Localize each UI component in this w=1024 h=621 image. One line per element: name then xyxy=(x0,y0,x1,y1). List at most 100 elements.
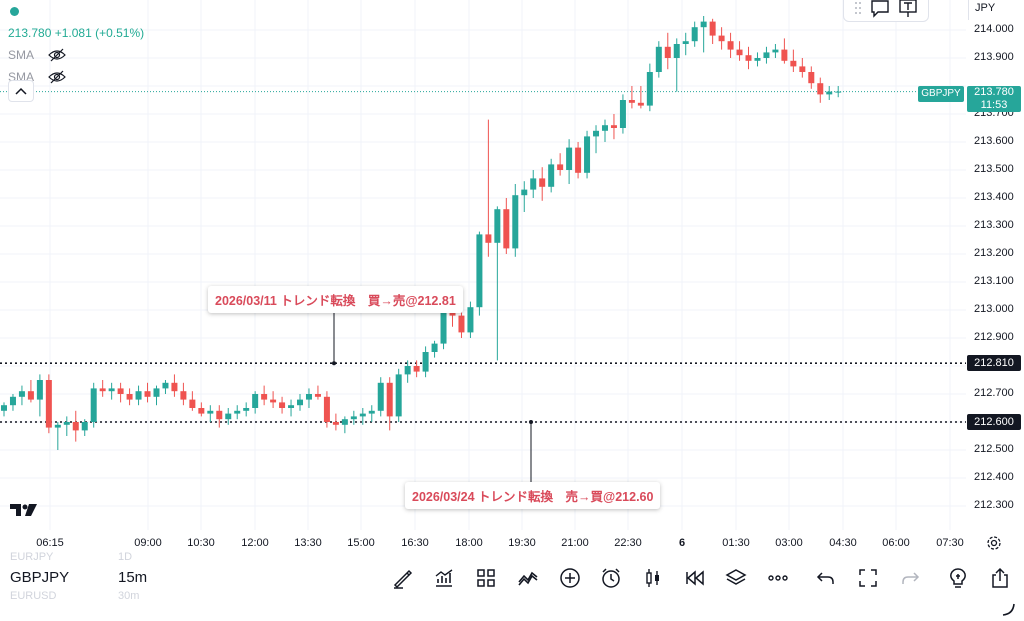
candle-body xyxy=(485,234,492,243)
annotation-anchor xyxy=(529,420,533,424)
lightbulb-icon xyxy=(950,568,966,588)
time-tick-label: 22:30 xyxy=(614,537,642,549)
candle-body xyxy=(162,382,169,389)
candle-body xyxy=(27,391,34,400)
price-tick-label: 213.200 xyxy=(974,247,1014,259)
drag-handle-icon[interactable] xyxy=(854,0,862,16)
candle-body xyxy=(171,382,178,392)
eye-off-icon[interactable] xyxy=(48,70,66,84)
candle-body xyxy=(117,388,124,394)
candle-body xyxy=(153,388,160,397)
symbol-selector[interactable]: GBPJPY xyxy=(10,569,70,586)
level-price-tag: 212.810 xyxy=(967,355,1021,372)
fullscreen-button[interactable] xyxy=(856,566,880,590)
interval-selector[interactable]: 15m xyxy=(118,569,148,586)
undo-button[interactable] xyxy=(814,566,838,590)
legend-change: +1.081 (+0.51%) xyxy=(54,26,145,40)
candle-body xyxy=(584,136,591,173)
candle-body xyxy=(494,209,501,243)
next-interval-ghost: 30m xyxy=(118,590,140,602)
layers-button[interactable] xyxy=(724,566,748,590)
templates-button[interactable] xyxy=(474,566,498,590)
candle-body xyxy=(709,21,716,36)
candle-body xyxy=(359,413,366,417)
replay-button[interactable] xyxy=(683,566,707,590)
candle-body xyxy=(279,402,286,408)
chart-area[interactable]: 213.780 +1.081 (+0.51%) SMA SMA 2026/03/… xyxy=(0,0,966,530)
compare-icon xyxy=(518,571,538,586)
replay-icon xyxy=(686,570,704,586)
share-icon xyxy=(992,567,1008,588)
redo-button[interactable] xyxy=(898,566,922,590)
annotation-anchor xyxy=(332,361,336,366)
chart-type-button[interactable] xyxy=(641,566,665,590)
candle-body xyxy=(440,310,447,344)
bar-countdown: 11:53 xyxy=(980,99,1008,111)
brush-tool-button[interactable] xyxy=(390,566,414,590)
candle-body xyxy=(99,388,106,392)
candle-body xyxy=(718,35,725,42)
candle-body xyxy=(45,380,52,428)
candle-body xyxy=(350,416,357,420)
eye-off-icon[interactable] xyxy=(48,48,66,62)
alert-button[interactable] xyxy=(599,566,623,590)
templates-icon xyxy=(477,569,495,587)
time-tick-label: 06:15 xyxy=(36,537,64,549)
gear-icon[interactable] xyxy=(986,535,1002,551)
more-button[interactable] xyxy=(766,566,790,590)
undo-icon xyxy=(816,572,834,584)
currency-selector[interactable]: JPY xyxy=(968,0,1024,20)
candle-body xyxy=(530,178,537,190)
candle-body xyxy=(431,343,438,352)
add-button[interactable] xyxy=(558,566,582,590)
legend-price: 213.780 xyxy=(8,26,52,40)
brush-icon xyxy=(393,569,413,589)
ideas-button[interactable] xyxy=(946,566,970,590)
annotation-label[interactable]: 2026/03/24 トレンド転換 売→買@212.60 xyxy=(405,482,661,509)
comment-icon[interactable] xyxy=(870,0,890,18)
resize-corner-icon[interactable] xyxy=(1001,602,1015,616)
candle-body xyxy=(243,408,250,411)
candle-body xyxy=(108,388,115,392)
annotation-label[interactable]: 2026/03/11 トレンド転換 買→売@212.81 xyxy=(208,286,463,313)
symbol-price-tag: GBPJPY xyxy=(918,86,964,102)
add-icon xyxy=(560,568,580,588)
candle-body xyxy=(575,147,582,173)
prev-interval-ghost: 1D xyxy=(118,551,133,563)
compare-button[interactable] xyxy=(516,566,540,590)
time-axis[interactable]: 06:15 09:00 10:30 12:00 13:30 15:00 16:30 18:00… xyxy=(0,530,1024,554)
text-tool-icon[interactable] xyxy=(898,0,918,18)
indicators-icon xyxy=(435,569,453,587)
fullscreen-icon xyxy=(859,569,877,587)
floating-toolbox[interactable] xyxy=(843,0,929,22)
live-status-dot xyxy=(10,6,19,16)
candle-body xyxy=(261,394,268,400)
candlestick-chart[interactable] xyxy=(0,0,966,530)
candle-body xyxy=(557,164,564,170)
price-axis[interactable]: 214.000 213.900 213.700 213.600 213.500 213.4… xyxy=(966,0,1024,530)
level-price-tag: 212.600 xyxy=(967,414,1021,430)
indicator-label: SMA xyxy=(8,48,35,62)
candle-body xyxy=(637,102,644,106)
collapse-legend-button[interactable] xyxy=(8,80,34,102)
candle-body xyxy=(135,391,142,400)
indicators-button[interactable] xyxy=(432,566,456,590)
share-button[interactable] xyxy=(988,566,1012,590)
time-tick-label: 15:00 xyxy=(347,537,375,549)
candle-body xyxy=(512,195,519,249)
candle-body xyxy=(9,396,16,406)
candle-body xyxy=(727,41,734,50)
candle-body xyxy=(252,394,259,408)
candle-body xyxy=(368,410,375,414)
candle-body xyxy=(628,100,635,103)
candle-body xyxy=(36,380,43,400)
chevron-up-icon xyxy=(15,87,27,95)
time-tick-label: 04:30 xyxy=(829,537,857,549)
indicator-row[interactable]: SMA xyxy=(8,44,144,66)
bottom-toolbar: EURJPY 1D GBPJPY 15m EURUSD 30m xyxy=(0,551,1024,621)
price-tick-label: 212.700 xyxy=(974,387,1014,399)
candle-body xyxy=(566,147,573,170)
candle-body xyxy=(682,41,689,44)
candle-body xyxy=(521,189,528,196)
time-tick-label: 01:30 xyxy=(722,537,750,549)
